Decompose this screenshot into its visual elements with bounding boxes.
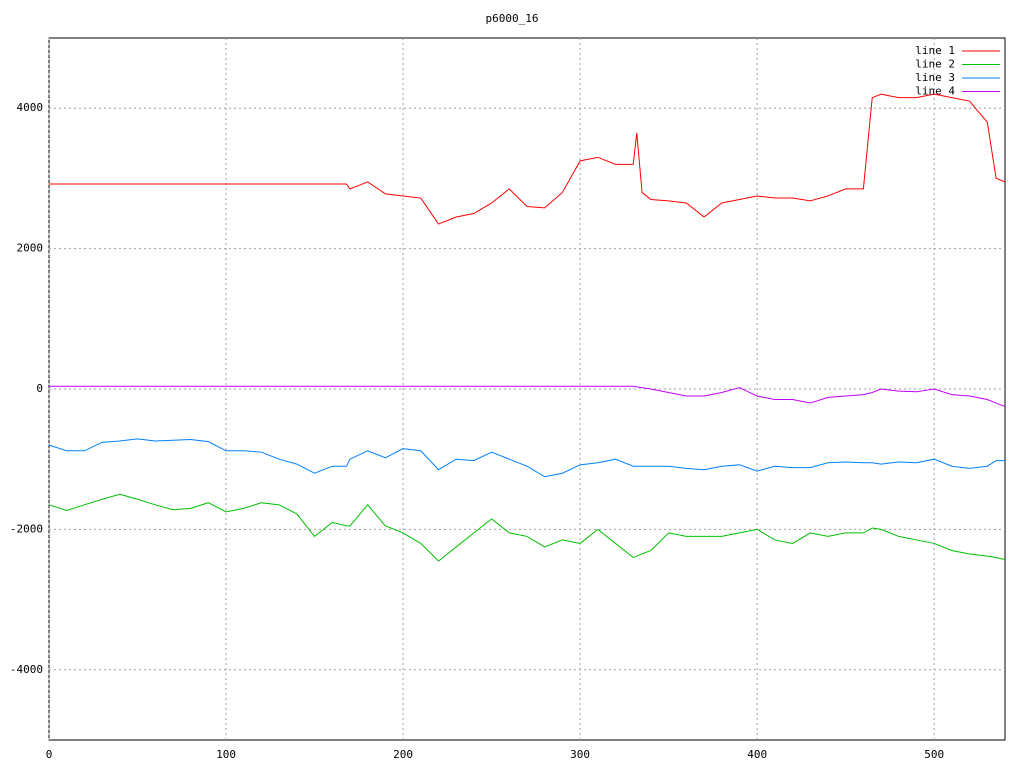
y-tick-label: 4000 bbox=[17, 101, 44, 114]
x-tick-label: 0 bbox=[46, 748, 53, 761]
series-line bbox=[48, 493, 1006, 562]
x-tick-label: 300 bbox=[570, 748, 590, 761]
legend-label: line 4 bbox=[915, 85, 955, 98]
series-line bbox=[48, 438, 1005, 478]
y-tick-label: 2000 bbox=[17, 242, 44, 255]
x-tick-label: 200 bbox=[393, 748, 413, 761]
legend-label: line 2 bbox=[915, 58, 955, 71]
y-tick-label: -2000 bbox=[10, 522, 43, 535]
chart-title: p6000_16 bbox=[486, 12, 539, 25]
y-tick-label: -4000 bbox=[10, 663, 43, 676]
series-line bbox=[49, 93, 1006, 225]
legend-label: line 3 bbox=[915, 71, 955, 84]
legend-label: line 1 bbox=[915, 44, 955, 57]
x-tick-label: 100 bbox=[216, 748, 236, 761]
y-tick-label: 0 bbox=[36, 382, 43, 395]
x-tick-label: 400 bbox=[747, 748, 767, 761]
x-tick-label: 500 bbox=[924, 748, 944, 761]
series-line bbox=[49, 385, 1006, 408]
plot-frame bbox=[48, 37, 1006, 741]
